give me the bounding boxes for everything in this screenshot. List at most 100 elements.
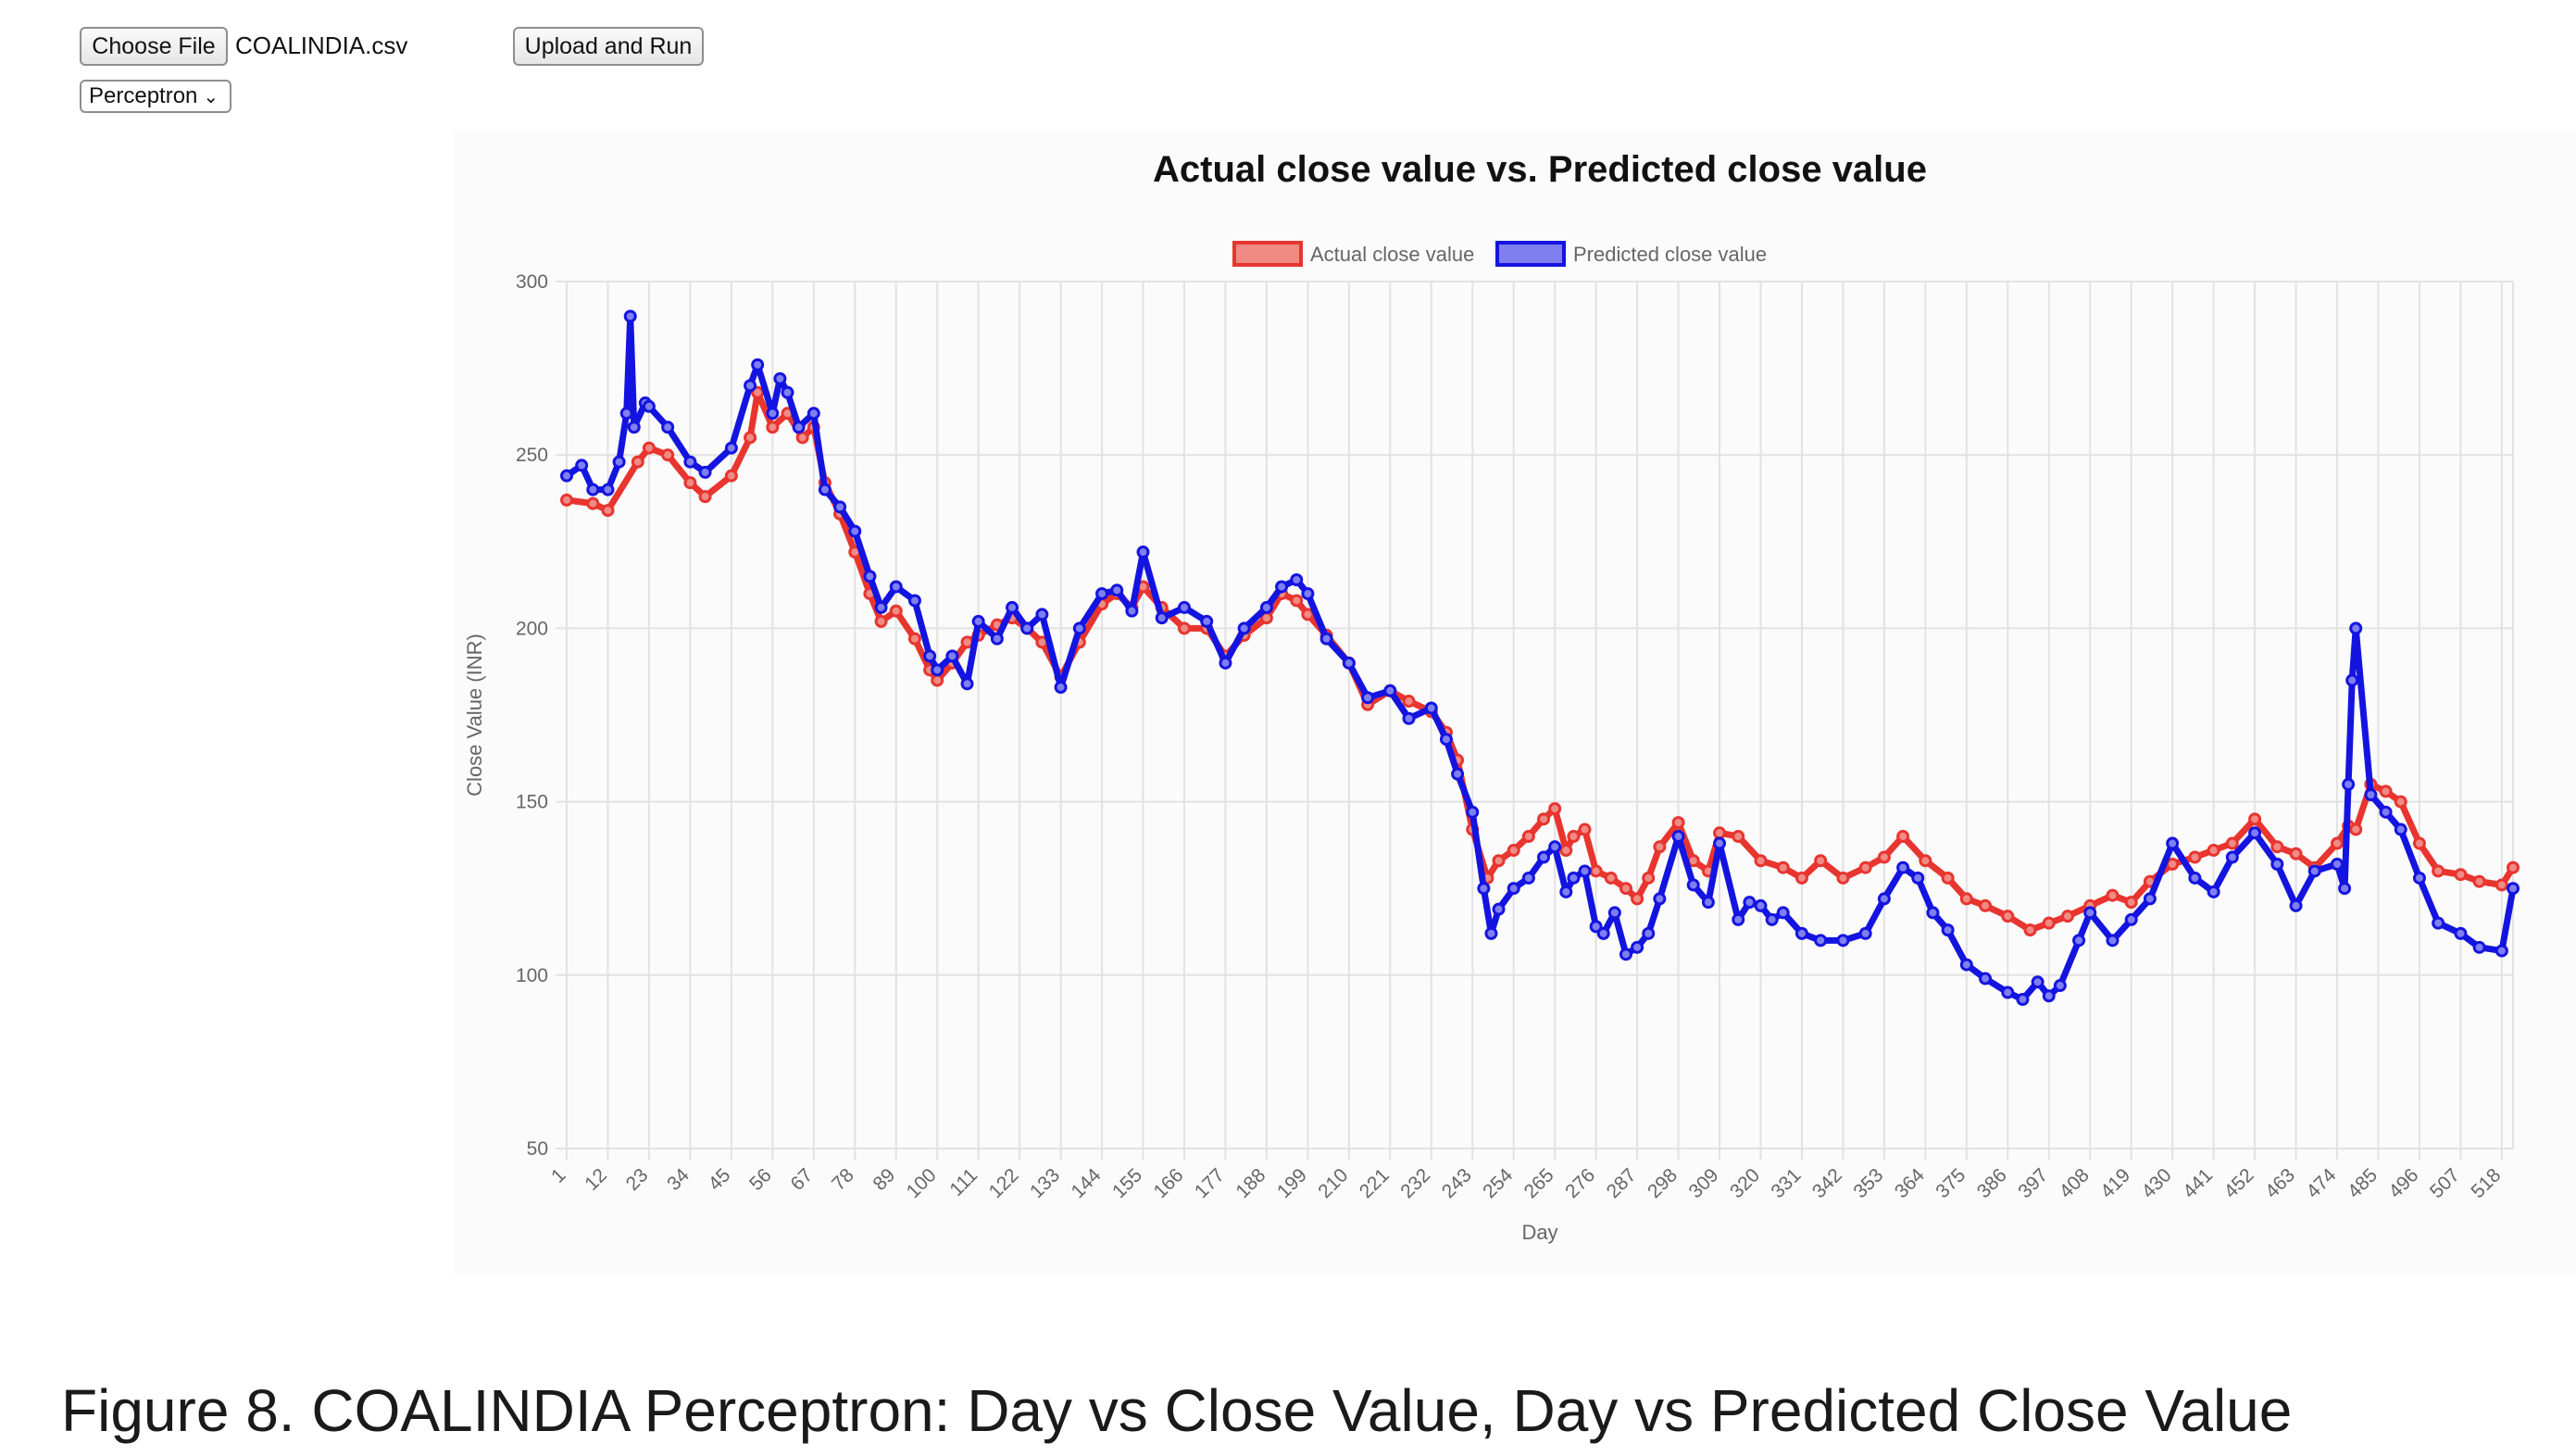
- data-point: [642, 399, 656, 413]
- data-point: [1484, 926, 1498, 940]
- data-point: [1567, 830, 1581, 844]
- data-point: [907, 632, 921, 646]
- data-point: [2072, 934, 2086, 948]
- data-point: [2342, 777, 2356, 791]
- data-point: [2106, 934, 2120, 948]
- data-point: [1642, 926, 1656, 940]
- model-select[interactable]: Perceptron ⌄: [80, 80, 231, 113]
- data-point: [2454, 926, 2468, 940]
- x-tick-label: 144: [1068, 1164, 1106, 1202]
- data-point: [1713, 826, 1727, 840]
- data-point: [744, 379, 757, 393]
- data-point: [724, 441, 738, 455]
- x-tick-label: 67: [787, 1164, 818, 1195]
- data-point: [1604, 871, 1618, 885]
- data-point: [1642, 871, 1656, 885]
- data-point: [1926, 906, 1940, 920]
- data-point: [1619, 882, 1632, 896]
- data-point: [698, 465, 712, 479]
- data-point: [1548, 802, 1562, 816]
- y-axis-title: Close Value (INR): [463, 634, 486, 797]
- data-point: [2307, 864, 2321, 878]
- data-point: [1361, 691, 1375, 705]
- y-tick-label: 150: [516, 792, 548, 813]
- data-point: [1548, 840, 1562, 854]
- data-point: [1877, 850, 1891, 864]
- data-point: [642, 441, 656, 455]
- x-tick-label: 309: [1685, 1164, 1723, 1202]
- data-point: [2053, 979, 2067, 993]
- data-point: [818, 483, 832, 496]
- data-point: [1765, 912, 1779, 926]
- x-tick-label: 408: [2056, 1164, 2094, 1202]
- x-tick-label: 375: [1932, 1164, 1970, 1202]
- y-tick-label: 300: [516, 271, 548, 293]
- y-tick-label: 50: [527, 1138, 548, 1160]
- data-point: [1290, 572, 1304, 586]
- x-tick-label: 474: [2303, 1164, 2341, 1202]
- data-point: [2412, 836, 2426, 850]
- data-point: [2207, 885, 2220, 898]
- data-point: [889, 580, 903, 594]
- chart-title: Actual close value vs. Predicted close v…: [1153, 149, 1927, 190]
- data-point: [1492, 854, 1506, 868]
- data-point: [781, 385, 794, 399]
- data-point: [2472, 940, 2486, 954]
- data-point: [1858, 860, 1872, 874]
- data-point: [848, 524, 862, 538]
- data-point: [2188, 871, 2202, 885]
- data-point: [1559, 885, 1573, 898]
- data-point: [2225, 850, 2239, 864]
- data-point: [1155, 611, 1169, 625]
- data-point: [631, 455, 644, 469]
- data-point: [1521, 830, 1535, 844]
- data-point: [2124, 912, 2138, 926]
- choose-file-button[interactable]: Choose File: [80, 27, 228, 66]
- data-point: [2225, 836, 2239, 850]
- data-point: [1671, 830, 1685, 844]
- data-point: [2412, 871, 2426, 885]
- x-tick-label: 210: [1314, 1164, 1352, 1202]
- data-point: [1589, 920, 1603, 934]
- data-point: [807, 407, 820, 420]
- x-tick-label: 122: [985, 1164, 1023, 1202]
- y-tick-label: 200: [516, 618, 548, 639]
- data-point: [2042, 989, 2056, 1003]
- x-tick-label: 441: [2179, 1164, 2217, 1202]
- data-point: [601, 504, 615, 518]
- data-point: [1631, 940, 1644, 954]
- data-point: [2394, 795, 2407, 809]
- data-point: [2188, 850, 2202, 864]
- data-point: [2495, 944, 2508, 958]
- figure-caption: Figure 8. COALINDIA Perceptron: Day vs C…: [61, 1377, 2293, 1444]
- data-point: [1776, 906, 1790, 920]
- data-point: [560, 493, 573, 507]
- upload-and-run-button[interactable]: Upload and Run: [513, 27, 704, 66]
- x-tick-label: 111: [945, 1164, 982, 1200]
- data-point: [601, 483, 615, 496]
- data-point: [2031, 975, 2045, 989]
- data-point: [619, 407, 633, 420]
- data-point: [586, 483, 600, 496]
- x-tick-label: 133: [1026, 1164, 1064, 1202]
- data-point: [1177, 600, 1191, 614]
- x-tick-label: 199: [1273, 1164, 1311, 1202]
- data-point: [2016, 993, 2030, 1007]
- data-point: [2166, 836, 2180, 850]
- data-point: [945, 649, 959, 663]
- data-point: [1095, 586, 1109, 600]
- y-tick-label: 100: [516, 965, 548, 986]
- data-point: [931, 663, 944, 677]
- data-point: [575, 458, 589, 472]
- data-point: [1979, 898, 1993, 912]
- data-point: [2432, 864, 2445, 878]
- data-point: [1177, 621, 1191, 635]
- data-point: [1619, 948, 1632, 961]
- x-tick-label: 188: [1232, 1164, 1269, 1202]
- data-point: [1054, 681, 1068, 695]
- data-point: [1521, 871, 1535, 885]
- data-point: [2124, 896, 2138, 910]
- data-point: [1259, 600, 1273, 614]
- data-point: [1237, 621, 1251, 635]
- data-point: [1941, 871, 1955, 885]
